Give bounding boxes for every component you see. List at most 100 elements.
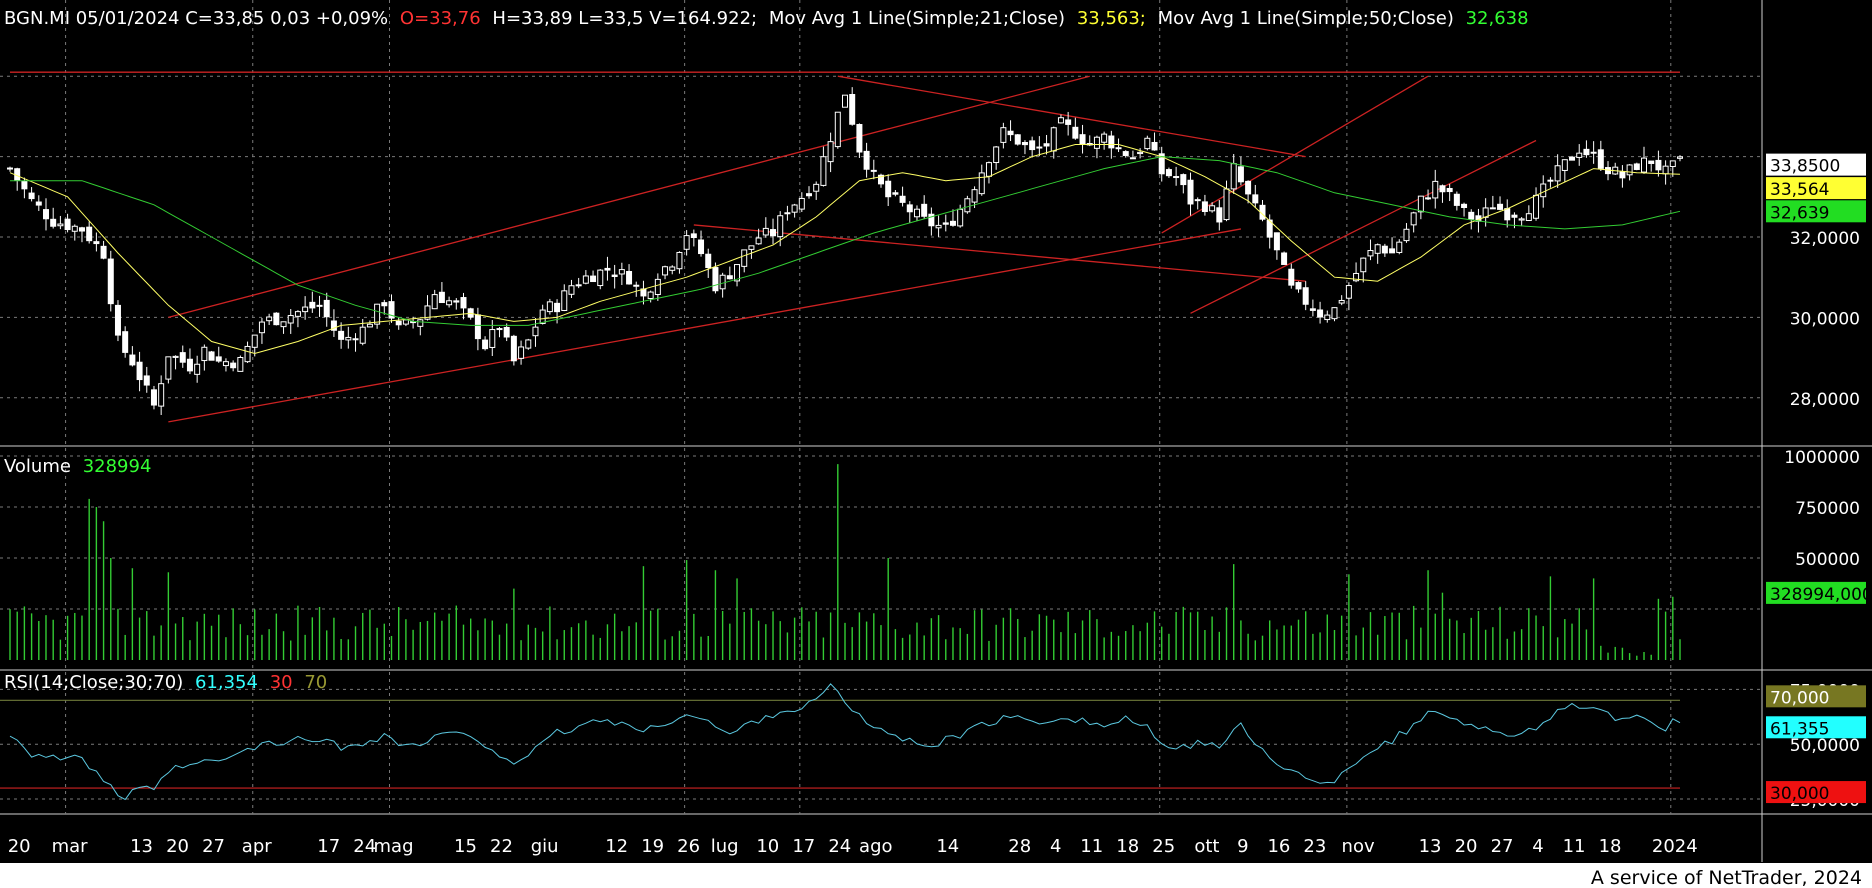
- candle-body-up: [546, 301, 553, 313]
- candle-body-down: [1079, 134, 1086, 145]
- candle-body-up: [568, 285, 575, 295]
- candle-body-up: [539, 309, 546, 324]
- candle-body-up: [431, 294, 438, 310]
- candle: [1641, 146, 1648, 174]
- candle: [1021, 140, 1028, 155]
- candle: [518, 340, 525, 365]
- candle-body-down: [1122, 151, 1129, 156]
- candle-body-down: [1489, 207, 1496, 210]
- value-markers: 33,564 33,8500 32,639 328994,000 70,000 61,35…: [1766, 153, 1872, 804]
- candle: [1583, 140, 1590, 158]
- candle: [1461, 202, 1468, 217]
- x-tick-label: 25: [1152, 836, 1175, 857]
- candle-body-up: [985, 162, 992, 177]
- ma50-line: [10, 156, 1681, 326]
- candle-body-down: [1036, 146, 1043, 149]
- candle-body-down: [590, 275, 597, 283]
- candle: [1317, 301, 1324, 324]
- trendline: [168, 228, 1242, 423]
- candle: [1137, 148, 1144, 159]
- candle-body-down: [885, 180, 892, 198]
- candle-body-up: [597, 269, 604, 287]
- candle-body-down: [122, 331, 129, 353]
- candle: [525, 338, 532, 350]
- price-tick-label: 28,0000: [1790, 390, 1860, 410]
- candle: [107, 250, 114, 312]
- y-axes: 28,0000 30,0000 32,0000 1000000 750000 500000…: [1784, 229, 1860, 811]
- candle-body-down: [100, 245, 107, 259]
- candle-body-down: [1309, 308, 1316, 311]
- candle: [935, 215, 942, 237]
- candle-body-up: [1137, 151, 1144, 155]
- candle-body-up: [1518, 218, 1525, 221]
- candle: [575, 277, 582, 289]
- footer-credit: A service of NetTrader, 2024: [1591, 867, 1862, 888]
- volume-tick-label: 1000000: [1784, 448, 1860, 468]
- candle-body-down: [309, 301, 316, 309]
- candle-body-down: [1108, 135, 1115, 149]
- candle-body-down: [1597, 149, 1604, 169]
- candle: [273, 312, 280, 326]
- candle-body-up: [748, 245, 755, 250]
- candle-body-up: [402, 319, 409, 325]
- x-tick-label: 18: [1116, 836, 1139, 857]
- candle: [136, 351, 143, 392]
- candle-body-down: [1648, 160, 1655, 164]
- price-marker-close-bg: [1766, 153, 1866, 176]
- candle-body-up: [71, 225, 78, 232]
- candle-body-down: [35, 201, 42, 206]
- candle-body-up: [993, 146, 1000, 164]
- rsi-marker-lower: 30,000: [1770, 784, 1829, 804]
- candle-body-up: [1367, 250, 1374, 257]
- candle: [662, 265, 669, 280]
- candle-body-down: [705, 253, 712, 269]
- candle: [1547, 177, 1554, 188]
- candle: [1403, 223, 1410, 243]
- candle-body-down: [849, 94, 856, 125]
- candle: [222, 358, 229, 372]
- candle-body-up: [1525, 213, 1532, 222]
- candle-body-up: [1353, 272, 1360, 282]
- x-tick-label: 9: [1237, 836, 1248, 857]
- x-tick-label: mag: [374, 836, 414, 857]
- candle-body-down: [42, 209, 49, 220]
- candle: [489, 320, 496, 356]
- candle: [1173, 166, 1180, 186]
- candle: [1014, 133, 1021, 146]
- candle: [302, 296, 309, 320]
- candle-body-up: [647, 291, 654, 299]
- candle-body-down: [107, 258, 114, 305]
- candle: [338, 322, 345, 349]
- price-marker-ma50-bg: [1766, 200, 1866, 223]
- open-value: O=33,76: [400, 8, 481, 29]
- candle-body-up: [165, 356, 172, 380]
- price-tick-label: 32,0000: [1790, 229, 1860, 249]
- candle-body-down: [604, 267, 611, 271]
- candle: [568, 279, 575, 299]
- candle: [1324, 310, 1331, 323]
- volume-tick-label: 500000: [1795, 550, 1860, 570]
- candle: [424, 295, 431, 321]
- candle: [1093, 135, 1100, 159]
- candle-body-down: [1007, 130, 1014, 136]
- candle: [294, 310, 301, 328]
- ma21-value: 33,563;: [1077, 8, 1146, 29]
- candle: [755, 228, 762, 245]
- candle-body-down: [1173, 176, 1180, 179]
- candle: [1576, 144, 1583, 166]
- candle-body-up: [172, 355, 179, 358]
- candle-body-down: [179, 352, 186, 363]
- candle-body-down: [438, 291, 445, 304]
- candle-body-up: [683, 235, 690, 250]
- candle: [690, 229, 697, 247]
- x-tick-label: 26: [677, 836, 700, 857]
- candle-body-down: [690, 233, 697, 239]
- trendline: [168, 75, 1090, 319]
- trendline: [837, 75, 1306, 158]
- candle: [726, 266, 733, 280]
- rsi-value: 61,354: [195, 672, 258, 693]
- candle-body-down: [1021, 141, 1028, 146]
- price-marker-ma21-bg: [1766, 177, 1866, 200]
- candle: [762, 217, 769, 238]
- candle-body-down: [1180, 174, 1187, 186]
